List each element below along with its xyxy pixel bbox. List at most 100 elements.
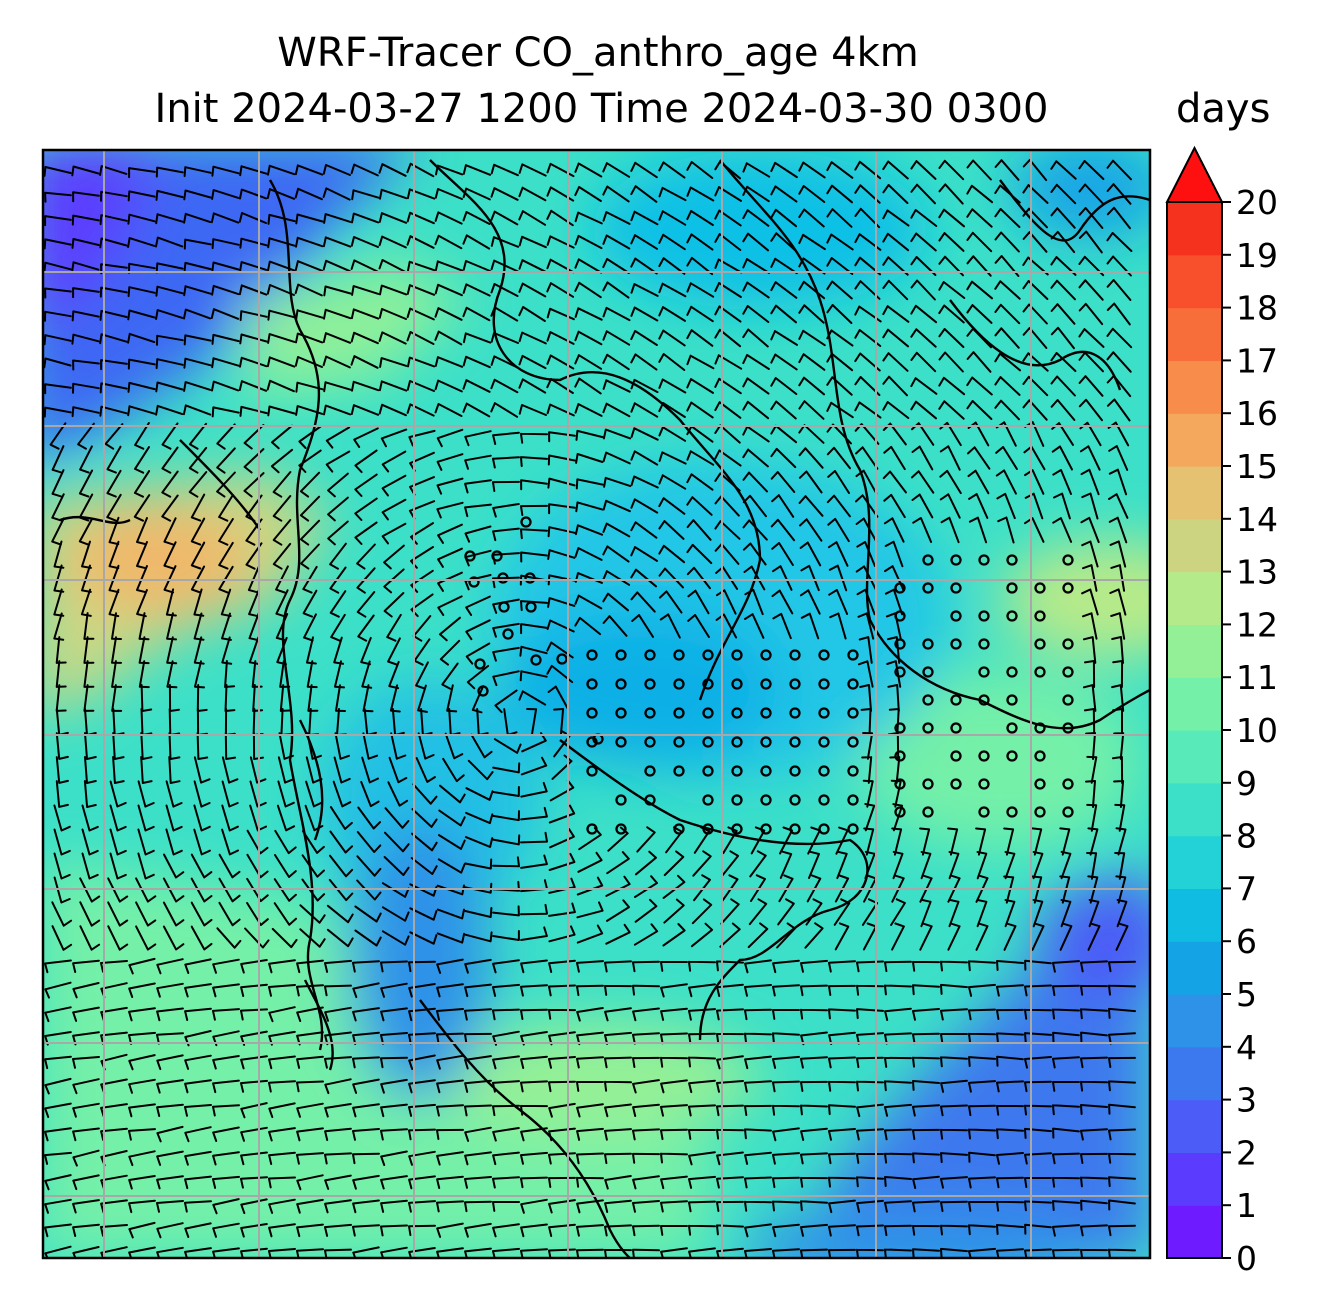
wind-barb (520, 1248, 548, 1258)
wind-barb (380, 1007, 408, 1022)
wind-barb (268, 1151, 296, 1165)
wind-barb (691, 898, 713, 925)
wind-barb (324, 1199, 352, 1214)
wind-barb (296, 1102, 324, 1118)
calm-wind-circle (1034, 582, 1046, 594)
calm-wind-circle (1006, 722, 1018, 734)
wind-barb (634, 898, 658, 923)
wind-barb (742, 162, 771, 178)
wind-barb (462, 260, 491, 272)
calm-wind-circle (1006, 666, 1018, 678)
wind-barb (996, 1055, 1024, 1067)
wind-barb (520, 756, 548, 776)
wind-barb (437, 523, 463, 544)
calm-wind-circle (978, 806, 990, 818)
colorbar-tick-label: 3 (1236, 1081, 1257, 1120)
wind-barb (1052, 1152, 1080, 1165)
wind-barb (967, 446, 991, 470)
wind-barb (660, 1056, 688, 1068)
wind-barb (798, 376, 825, 396)
calm-wind-circle (586, 765, 598, 777)
wind-barb (274, 854, 297, 878)
wind-barb (632, 1200, 660, 1213)
wind-barb (940, 1128, 968, 1140)
wind-barb (911, 445, 934, 471)
wind-barb (744, 959, 772, 974)
wind-barb (350, 236, 379, 248)
wind-barb (465, 619, 491, 641)
wind-barb (410, 857, 438, 875)
wind-barb (1108, 984, 1136, 996)
wind-barb (968, 1080, 996, 1093)
wind-barb (772, 1223, 800, 1238)
wind-barb (910, 232, 937, 252)
wind-barb (742, 448, 769, 468)
wind-barb (714, 328, 742, 348)
wind-barb (79, 925, 101, 951)
wind-barb (1080, 1199, 1108, 1211)
wind-barb (966, 231, 993, 253)
calm-wind-circle (760, 678, 772, 690)
wind-barb (183, 334, 212, 346)
wind-barb (800, 1104, 828, 1116)
wind-barb (772, 1104, 800, 1116)
wind-barb (72, 1149, 100, 1167)
wind-barb (352, 1152, 380, 1165)
wind-barb (137, 828, 155, 856)
wind-barb (520, 1080, 548, 1093)
wind-barb (128, 167, 156, 179)
wind-barb (994, 399, 1020, 421)
wind-barb (1108, 493, 1129, 519)
wind-barb (464, 931, 493, 943)
wind-barb (161, 446, 179, 474)
wind-barb (687, 589, 710, 615)
wind-barb (966, 304, 993, 324)
wind-barb (520, 903, 548, 916)
colorbar-band (1167, 730, 1222, 784)
wind-barb (910, 279, 936, 301)
wind-barb (99, 405, 128, 417)
wind-barb (462, 306, 491, 322)
wind-barb (826, 494, 851, 518)
wind-barb (632, 984, 660, 996)
calm-wind-circle (950, 638, 962, 650)
wind-barb (322, 164, 351, 176)
wind-barb (1086, 803, 1098, 832)
wind-barb (196, 684, 208, 712)
wind-barb (688, 1247, 716, 1258)
wind-barb (862, 732, 874, 760)
wind-barb (1024, 1127, 1052, 1139)
wind-barb (829, 612, 847, 640)
wind-barb (1108, 960, 1136, 973)
map-panel (41, 148, 1152, 1260)
wind-barb (798, 447, 824, 469)
wind-barb (490, 283, 519, 297)
wind-barb (884, 1080, 912, 1092)
wind-barb (127, 237, 156, 248)
wind-barb (856, 1056, 884, 1069)
wind-barb (520, 1176, 548, 1189)
wind-barb (882, 375, 908, 397)
wind-barb (630, 210, 659, 226)
wind-barb (332, 780, 352, 808)
wind-barb (602, 499, 631, 513)
wind-barb (976, 899, 988, 928)
wind-barb (864, 803, 876, 832)
wind-barb (574, 186, 602, 202)
wind-barb (465, 595, 491, 616)
wind-barb (520, 854, 548, 869)
wind-barb (72, 1102, 100, 1118)
wind-barb (140, 684, 153, 712)
wind-barb (100, 359, 128, 371)
wind-barb (1024, 492, 1044, 520)
wind-barb (882, 184, 909, 204)
wind-barb (243, 448, 265, 474)
wind-barb (966, 159, 992, 181)
wind-barb (636, 826, 656, 853)
wind-barb (1050, 352, 1077, 372)
wind-barb (996, 492, 1016, 520)
wind-barb (1024, 1008, 1052, 1020)
wind-barb (267, 405, 296, 417)
colorbar-tick-label: 7 (1236, 869, 1257, 908)
wind-barb (161, 470, 179, 498)
